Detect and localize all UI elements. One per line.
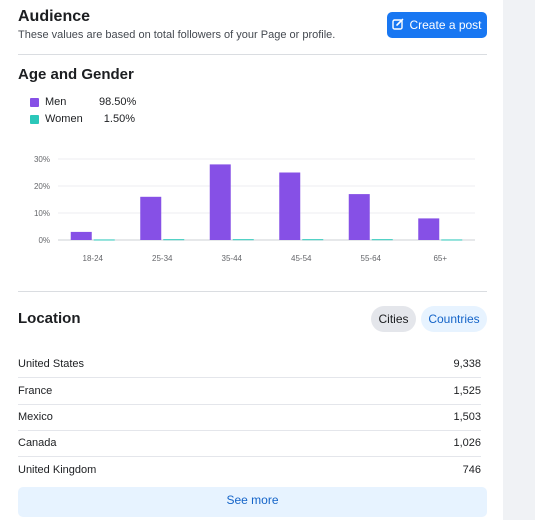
bar-women-45-54 bbox=[302, 239, 324, 241]
bar-women-18-24 bbox=[93, 239, 115, 241]
tab-cities[interactable]: Cities bbox=[371, 306, 416, 332]
y-tick-label: 30% bbox=[34, 155, 50, 164]
edit-icon bbox=[392, 18, 409, 33]
x-tick-label: 65+ bbox=[433, 254, 447, 263]
see-more-button[interactable]: See more bbox=[18, 487, 487, 517]
location-name: United States bbox=[18, 358, 85, 370]
bar-women-35-44 bbox=[232, 239, 254, 241]
divider bbox=[18, 291, 487, 292]
bar-women-55-64 bbox=[371, 239, 393, 241]
location-row: United States 9,338 bbox=[18, 351, 481, 378]
location-row: France 1,525 bbox=[18, 378, 481, 405]
legend-swatch-men bbox=[30, 97, 39, 107]
location-value: 9,338 bbox=[453, 358, 481, 370]
bar-men-18-24 bbox=[70, 231, 92, 240]
location-row: Canada 1,026 bbox=[18, 430, 481, 457]
legend-percent: 1.50% bbox=[103, 113, 135, 125]
location-name: Mexico bbox=[18, 411, 53, 423]
location-title: Location bbox=[18, 310, 81, 327]
bar-men-65+ bbox=[418, 218, 440, 240]
legend-percent: 98.50% bbox=[99, 96, 137, 108]
legend-name: Men bbox=[45, 96, 67, 108]
create-post-button[interactable]: Create a post bbox=[387, 12, 487, 38]
x-tick-label: 25-34 bbox=[152, 254, 173, 263]
age-gender-bar-chart: 0% 10% 20% 30% 18-24 25-34 35-44 45-54 55-64 65+ bbox=[34, 155, 475, 263]
bar-men-45-54 bbox=[279, 172, 301, 240]
bar-women-25-34 bbox=[163, 239, 185, 241]
location-name: France bbox=[18, 385, 53, 397]
location-value: 1,525 bbox=[453, 385, 481, 397]
create-post-label: Create a post bbox=[409, 18, 482, 32]
location-value: 746 bbox=[462, 464, 481, 476]
location-row: United Kingdom 746 bbox=[18, 457, 481, 483]
x-tick-label: 18-24 bbox=[83, 254, 104, 263]
location-value: 1,026 bbox=[453, 437, 481, 449]
legend-women: Women 1.50% bbox=[30, 113, 135, 125]
audience-title: Audience bbox=[18, 8, 91, 25]
y-tick-label: 10% bbox=[34, 209, 50, 218]
y-tick-label: 0% bbox=[38, 236, 50, 245]
location-name: United Kingdom bbox=[18, 464, 97, 476]
legend-name: Women bbox=[45, 113, 83, 125]
age-gender-title: Age and Gender bbox=[18, 66, 134, 83]
divider bbox=[18, 54, 487, 55]
y-tick-label: 20% bbox=[34, 182, 50, 191]
x-tick-label: 45-54 bbox=[291, 254, 312, 263]
location-value: 1,503 bbox=[453, 411, 481, 423]
bar-men-25-34 bbox=[140, 196, 162, 240]
audience-subtitle: These values are based on total follower… bbox=[18, 29, 336, 41]
x-tick-label: 35-44 bbox=[222, 254, 243, 263]
bar-women-65+ bbox=[441, 239, 463, 241]
location-row: Mexico 1,503 bbox=[18, 404, 481, 431]
x-tick-label: 55-64 bbox=[361, 254, 382, 263]
location-name: Canada bbox=[18, 437, 57, 449]
legend-swatch-women bbox=[30, 114, 39, 124]
legend-men: Men 98.50% bbox=[30, 96, 137, 108]
tab-countries[interactable]: Countries bbox=[421, 306, 487, 332]
audience-card: Audience These values are based on total… bbox=[0, 0, 503, 520]
bar-men-55-64 bbox=[348, 194, 370, 240]
bar-men-35-44 bbox=[209, 164, 231, 240]
